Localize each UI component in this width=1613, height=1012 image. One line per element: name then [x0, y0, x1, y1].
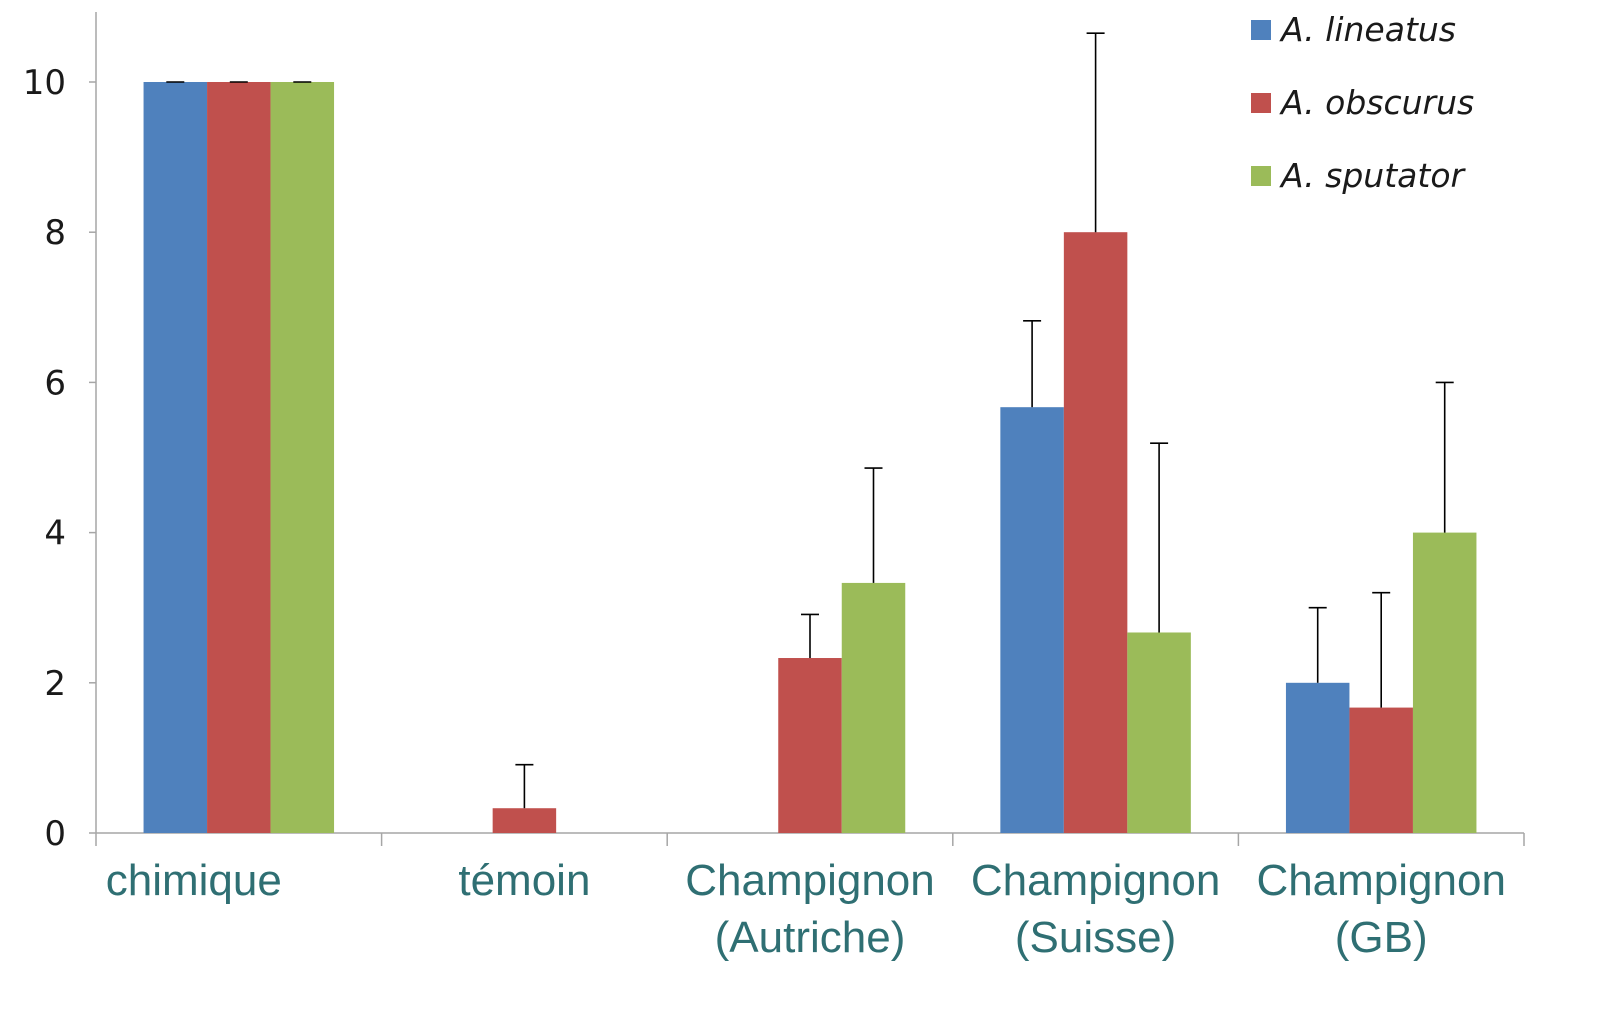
x-category-label-line: Champignon [1256, 856, 1506, 905]
legend-swatch [1251, 166, 1271, 186]
bar [841, 582, 906, 833]
legend-swatch [1251, 93, 1271, 113]
y-tick-label: 0 [44, 814, 66, 854]
legend-label: A. sputator [1279, 156, 1467, 195]
x-category-label-line: Champignon [971, 856, 1221, 905]
x-category-label: témoin [458, 856, 590, 905]
y-tick-label: 4 [44, 514, 66, 554]
x-category-label-line: chimique [106, 856, 282, 905]
legend-label: A. lineatus [1279, 10, 1456, 49]
x-category-label: Champignon (Autriche) [685, 856, 935, 962]
x-category-label-line: (Autriche) [715, 913, 906, 962]
y-tick-label: 8 [44, 213, 66, 253]
y-tick-label: 6 [44, 363, 66, 403]
y-tick-label: 2 [44, 664, 66, 704]
x-category-label-line: (Suisse) [1015, 913, 1176, 962]
bar [143, 82, 208, 833]
bar [1063, 232, 1128, 833]
bar [1127, 632, 1191, 833]
y-tick-label: 10 [23, 63, 66, 103]
x-category-label: Champignon (GB) [1256, 856, 1506, 962]
x-category-label-line: témoin [458, 856, 590, 905]
x-category-label-line: (GB) [1335, 913, 1428, 962]
x-category-label: Champignon (Suisse) [971, 856, 1221, 962]
bar [270, 82, 335, 833]
bar [1000, 407, 1064, 833]
x-category-label-line: Champignon [685, 856, 935, 905]
bar [492, 808, 557, 833]
bar [778, 658, 842, 833]
x-category-label: chimique [106, 856, 282, 905]
bar [1412, 532, 1477, 833]
legend-label: A. obscurus [1279, 83, 1474, 122]
bar [1349, 707, 1413, 833]
bar [1285, 682, 1350, 833]
bar [207, 82, 271, 833]
legend-swatch [1251, 20, 1271, 40]
